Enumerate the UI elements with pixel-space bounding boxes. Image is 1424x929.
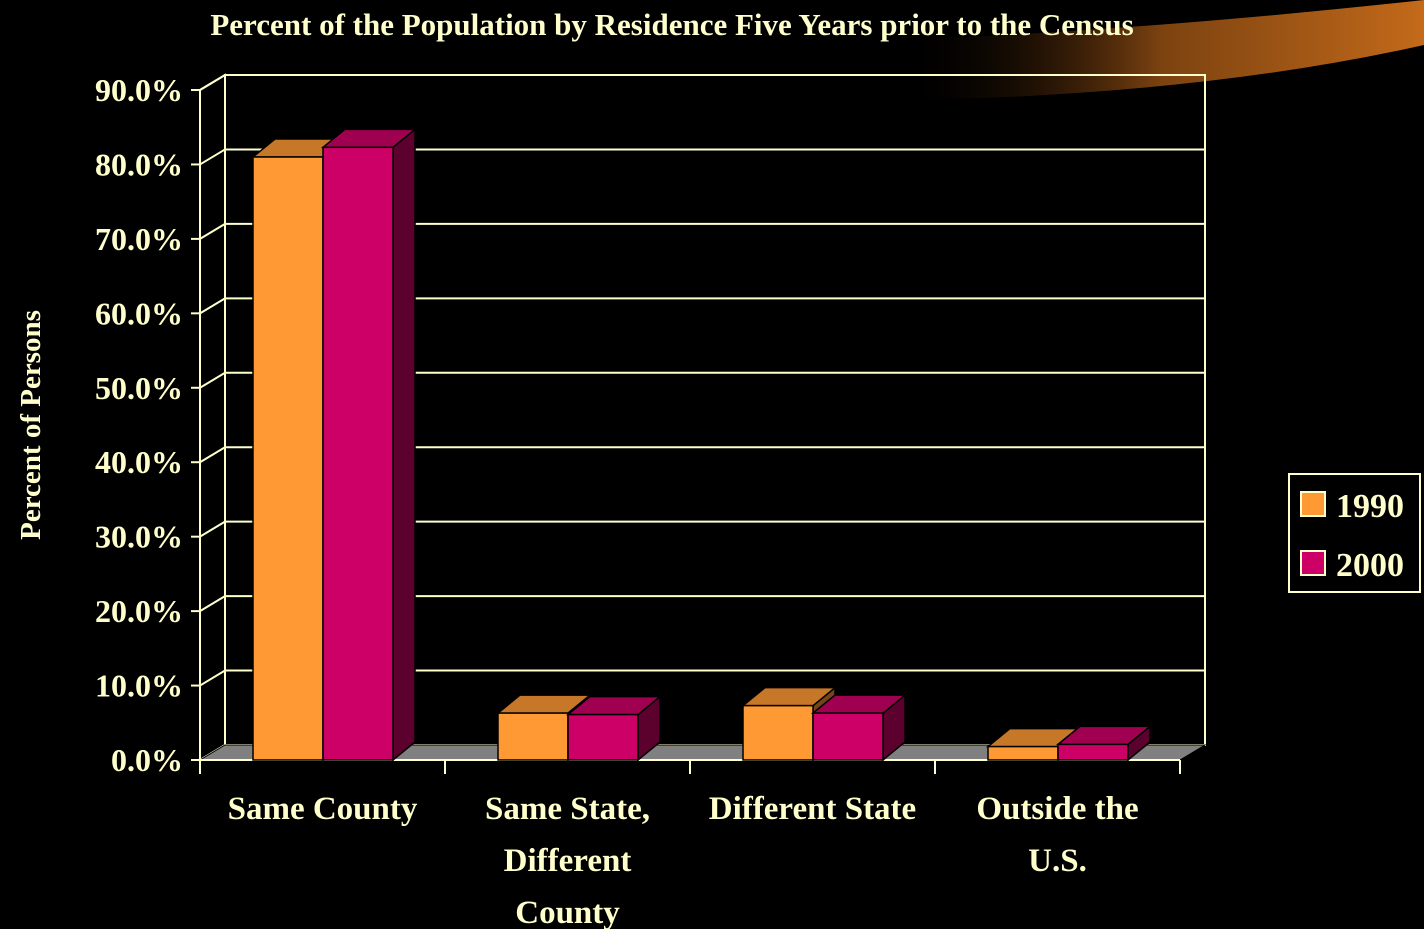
bar-2000-3 <box>1055 724 1153 762</box>
bar-front <box>322 146 394 761</box>
x-tick-label: Same State, <box>485 791 650 827</box>
gridline <box>199 371 1205 389</box>
bar-front <box>1057 743 1129 761</box>
y-tick-label: 40.0% <box>95 444 183 480</box>
legend-label-2000: 2000 <box>1336 547 1404 584</box>
bar-front <box>812 712 884 761</box>
bar-front <box>742 704 814 761</box>
y-tick-label: 50.0% <box>95 370 183 406</box>
gridlines <box>199 74 1205 687</box>
x-axis-ticks: Same County Same State, Different County Dif… <box>199 759 1181 929</box>
legend-swatch-2000 <box>1300 550 1326 576</box>
y-tick-label: 30.0% <box>95 519 183 555</box>
y-tick-label: 80.0% <box>95 146 183 182</box>
x-tick-label: Same County <box>228 791 418 827</box>
x-tick-label: County <box>515 895 620 929</box>
gridline <box>199 446 1205 464</box>
gridline <box>199 595 1205 612</box>
y-tick-label: 70.0% <box>95 221 183 257</box>
gridline <box>199 297 1205 315</box>
legend-swatch-1990 <box>1300 491 1326 517</box>
y-tick-label: 60.0% <box>95 295 183 331</box>
gridline <box>199 74 1205 91</box>
bar-front <box>987 745 1059 761</box>
x-tick-label: Different State <box>709 791 916 827</box>
y-tick-label: 90.0% <box>95 72 183 108</box>
bar-side <box>392 127 416 762</box>
bar-front <box>252 156 324 761</box>
y-axis-label: Percent of Persons <box>15 310 47 540</box>
bar-front <box>567 713 639 761</box>
y-tick-label: 0.0% <box>111 742 183 778</box>
bar-2000-2 <box>810 693 908 762</box>
x-tick-label: Different <box>504 843 632 879</box>
legend-label-1990: 1990 <box>1336 488 1404 525</box>
bar-2000-1 <box>565 695 663 762</box>
bar-series <box>250 127 1153 762</box>
side-wall <box>199 73 226 762</box>
chart-title: Percent of the Population by Residence F… <box>210 7 1133 42</box>
bar-2000-0 <box>320 127 418 762</box>
y-tick-label: 10.0% <box>95 668 183 704</box>
gridline <box>199 148 1205 166</box>
y-axis-ticks: 0.0% 10.0% 20.0% 30.0% 40.0% 50.0% 60.0% 70.0% 8… <box>95 72 201 778</box>
gridline <box>199 222 1205 240</box>
legend: 1990 2000 <box>1288 473 1421 593</box>
y-tick-label: 20.0% <box>95 593 183 629</box>
x-tick-label: U.S. <box>1028 843 1087 879</box>
gridline <box>199 520 1205 538</box>
bar-front <box>497 712 569 761</box>
x-tick-label: Outside the <box>976 791 1138 827</box>
gridline <box>199 669 1205 687</box>
